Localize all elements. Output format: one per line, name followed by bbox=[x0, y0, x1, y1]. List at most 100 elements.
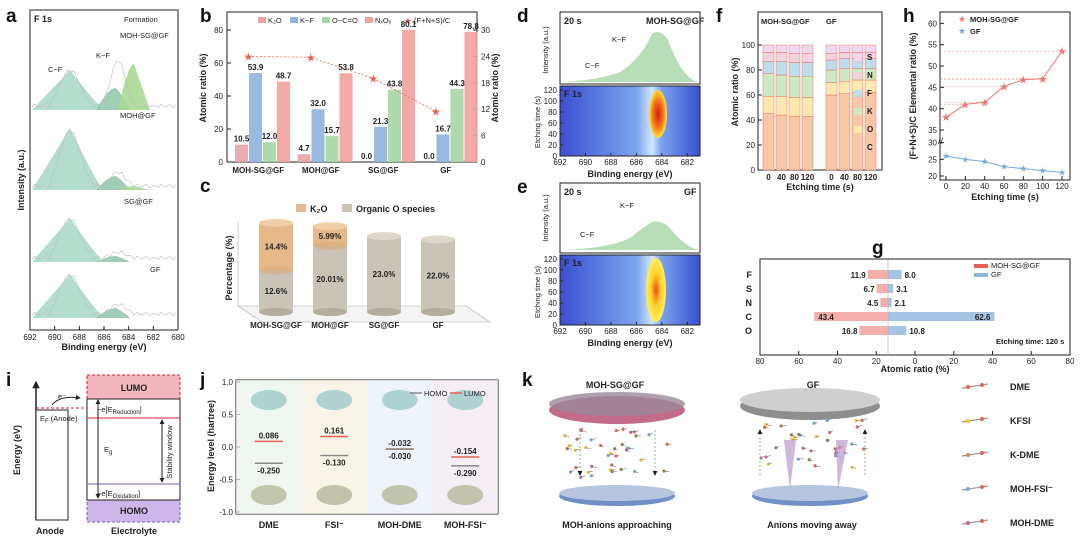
stack-segment bbox=[775, 52, 788, 62]
panel-d-peak bbox=[562, 32, 698, 82]
ratio-star: ★ bbox=[243, 51, 253, 63]
value-right: 62.6 bbox=[975, 313, 991, 322]
raw-spectrum bbox=[31, 130, 177, 189]
molecule-bond bbox=[581, 430, 588, 433]
molecule-bond bbox=[628, 447, 634, 449]
legend-molecule-bond bbox=[961, 417, 989, 423]
bar-K−F bbox=[249, 73, 262, 162]
legend-label: MOH-DME bbox=[1010, 518, 1054, 528]
dendrite bbox=[784, 440, 796, 490]
legend-molecule-atom bbox=[966, 453, 970, 457]
ytick-label: 80 bbox=[548, 277, 557, 286]
bar-value-label: 4.7 bbox=[298, 144, 310, 153]
bar-value-label: 12.0 bbox=[262, 132, 278, 141]
panel-k-right-title: GF bbox=[807, 380, 820, 390]
molecule-bond bbox=[567, 448, 573, 450]
panel-c-cylinders: 14.4% 12.6% MOH-SG@GF 5.99% 20.01% MOH@GF 23.0… bbox=[237, 218, 491, 330]
value-right: 8.0 bbox=[905, 271, 917, 280]
xtick-label: 40 bbox=[777, 173, 786, 182]
axis-break-mark: // bbox=[938, 136, 944, 146]
left-anode-top bbox=[559, 485, 675, 501]
panel-e-title: 20 s bbox=[564, 187, 582, 197]
panel-a-ylabel: Intensity (a.u.) bbox=[16, 149, 26, 210]
molecule-bond bbox=[827, 418, 832, 421]
bar-K−F bbox=[374, 126, 387, 162]
panel-c: c K₂O Organic O species 14.4% 12.6% MOH-SG… bbox=[200, 176, 491, 330]
molecule-bond bbox=[575, 466, 582, 468]
value-left: 4.5 bbox=[867, 299, 879, 308]
molecule-bond bbox=[588, 470, 593, 473]
ef-label: EF (Anode) bbox=[40, 414, 78, 425]
stack-segment bbox=[788, 62, 801, 77]
xtick-label: 0 bbox=[766, 173, 771, 182]
bar-value-label: 78.8 bbox=[463, 22, 479, 31]
ytick-label: 100 bbox=[742, 41, 756, 50]
xtick-label: 682 bbox=[681, 327, 695, 336]
anode-block bbox=[35, 409, 69, 521]
panel-a-peaks bbox=[31, 61, 177, 318]
legend-molecule-bond bbox=[961, 451, 989, 457]
formation-peak bbox=[118, 186, 150, 190]
bar-gf bbox=[888, 284, 894, 293]
stack-segment bbox=[864, 44, 877, 53]
xtick-label: 0 bbox=[829, 173, 834, 182]
xtick-label: 692 bbox=[553, 158, 567, 167]
annotation-cf: C−F bbox=[48, 65, 63, 74]
panel-h-frame bbox=[939, 11, 1071, 181]
ytick-label: 120 bbox=[544, 86, 558, 95]
bar-value-label: 53.9 bbox=[248, 63, 264, 72]
category-label: GF bbox=[440, 166, 451, 175]
bar-value-label: 44.3 bbox=[449, 79, 465, 88]
ytick-label: 40 bbox=[928, 105, 937, 114]
panel-d-spectrum-frame bbox=[559, 11, 701, 85]
k2o-value-label: 5.99% bbox=[319, 232, 342, 241]
panel-label-d: d bbox=[517, 6, 529, 27]
molecule-bond bbox=[615, 454, 620, 457]
molecule-bond bbox=[765, 454, 772, 458]
lumo-band bbox=[86, 374, 181, 400]
legend-k2o-swatch bbox=[296, 204, 306, 212]
molecule-bond bbox=[851, 443, 858, 446]
panel-a-xticks: 692 690 688 686 684 682 680 bbox=[23, 326, 185, 342]
bar-value-label: 80.1 bbox=[401, 20, 417, 29]
point-gf: ★ bbox=[1019, 164, 1027, 174]
panel-h-xlabel: Etching time (s) bbox=[971, 192, 1039, 202]
ytick-label: 100 bbox=[544, 266, 558, 275]
lumo-orbital bbox=[250, 390, 287, 410]
bar-NxOy bbox=[464, 31, 478, 163]
homo-value: -0.290 bbox=[454, 469, 477, 478]
stack-segment bbox=[801, 44, 814, 54]
category-label: C bbox=[746, 312, 753, 322]
molecule-bond bbox=[568, 444, 573, 447]
xtick-label: 120 bbox=[1055, 182, 1069, 191]
xtick-label: 60 bbox=[1027, 357, 1036, 366]
bar-value-label: 32.0 bbox=[310, 99, 326, 108]
stack-segment bbox=[762, 61, 775, 74]
cf-peak bbox=[32, 218, 100, 262]
legend-label: K-DME bbox=[1010, 450, 1040, 460]
organic-cylinder bbox=[259, 270, 293, 312]
xtick-label: 688 bbox=[604, 158, 618, 167]
raw-spectrum bbox=[31, 61, 177, 109]
legend-molecule-atom bbox=[980, 519, 984, 523]
ytick-label: 20 bbox=[746, 141, 755, 150]
molecule-bond bbox=[570, 470, 574, 473]
panel-h: h ★ MOH-SG@GF ★ GF 0 20 40 60 80 100 120 35 40 45… bbox=[903, 6, 1071, 202]
bar-O−C=O bbox=[388, 89, 401, 162]
xtick-label: 40 bbox=[840, 173, 849, 182]
cf-peak bbox=[32, 128, 100, 190]
lumo-orbital bbox=[381, 390, 418, 410]
category-label: MOH@GF bbox=[311, 321, 349, 330]
molecule-bond bbox=[768, 462, 773, 465]
electron-arrow bbox=[51, 394, 81, 406]
left-molecules bbox=[563, 427, 672, 479]
stack-segment bbox=[801, 53, 814, 63]
organic-value-label: 22.0% bbox=[427, 272, 450, 281]
xtick-label: 20 bbox=[961, 182, 970, 191]
panel-e-xlabel: Binding energy (eV) bbox=[587, 338, 672, 348]
kf-peak bbox=[96, 256, 130, 262]
cylinder-joint bbox=[313, 241, 347, 250]
stack-segment bbox=[801, 116, 814, 171]
bar-value-label: 0.0 bbox=[361, 152, 373, 161]
ytick2-label: 12 bbox=[481, 105, 490, 114]
